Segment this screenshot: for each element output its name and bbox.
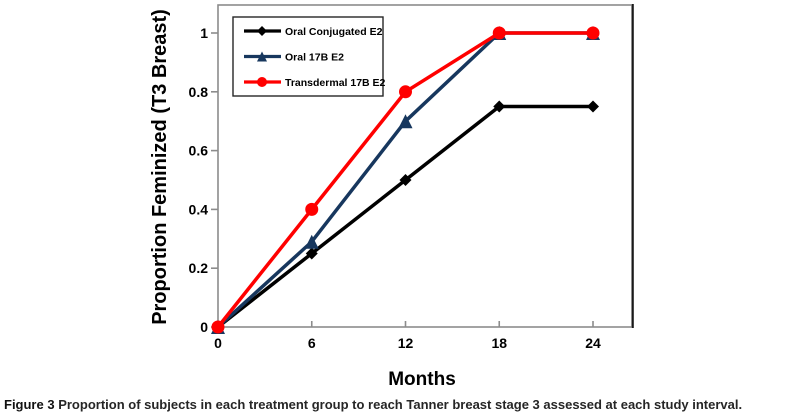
series-0-point-4 bbox=[587, 100, 599, 113]
legend-marker-triangle bbox=[257, 51, 267, 62]
y-tick-label: 0 bbox=[200, 319, 208, 335]
y-tick-label: 0.6 bbox=[189, 143, 209, 159]
series-2-point-3 bbox=[492, 26, 506, 40]
legend-label-transdermal-17b-e2: Transdermal 17B E2 bbox=[285, 77, 386, 89]
legend: Oral Conjugated E2 Oral 17B E2 Transderm… bbox=[232, 16, 386, 97]
chart-canvas: 0 0.2 0.4 0.6 0.8 1 0 6 12 18 24 Proportion Femini… bbox=[149, 4, 634, 390]
y-tick-label: 1 bbox=[200, 25, 208, 41]
series-1-point-2 bbox=[398, 114, 413, 129]
y-tick-label: 0.2 bbox=[189, 260, 209, 276]
legend-marker-circle bbox=[257, 77, 267, 87]
figure-caption: Figure 3 Proportion of subjects in each … bbox=[4, 397, 791, 413]
legend-marker-diamond bbox=[257, 26, 267, 36]
series-0-point-2 bbox=[399, 174, 412, 186]
y-tick-label: 0.8 bbox=[189, 84, 209, 100]
series-0-point-3 bbox=[493, 100, 506, 113]
y-tick-label: 0.4 bbox=[189, 201, 209, 217]
x-tick-label: 6 bbox=[308, 335, 316, 351]
figure-caption-label: Figure 3 bbox=[4, 397, 55, 412]
series-1-point-1 bbox=[304, 234, 319, 249]
x-tick-label: 12 bbox=[398, 335, 414, 351]
x-axis-title: Months bbox=[388, 369, 456, 390]
x-tick-label: 24 bbox=[585, 335, 601, 351]
legend-label-oral-conjugated-e2: Oral Conjugated E2 bbox=[285, 26, 383, 38]
x-tick-label: 0 bbox=[214, 335, 222, 351]
figure-caption-text: Proportion of subjects in each treatment… bbox=[58, 397, 743, 412]
series-2-point-0 bbox=[211, 320, 225, 334]
y-axis-title: Proportion Feminized (T3 Breast) bbox=[149, 9, 171, 325]
tick-labels: 0 0.2 0.4 0.6 0.8 1 0 6 12 18 24 bbox=[189, 25, 601, 351]
series-0-point-1 bbox=[305, 247, 318, 260]
series-2-point-2 bbox=[399, 85, 412, 99]
series-2-point-4 bbox=[586, 26, 600, 40]
legend-samples bbox=[244, 26, 281, 87]
x-tick-label: 18 bbox=[491, 335, 507, 351]
series-layer bbox=[211, 26, 600, 334]
legend-label-oral-17b-e2: Oral 17B E2 bbox=[285, 52, 344, 64]
series-2-point-1 bbox=[305, 202, 319, 216]
